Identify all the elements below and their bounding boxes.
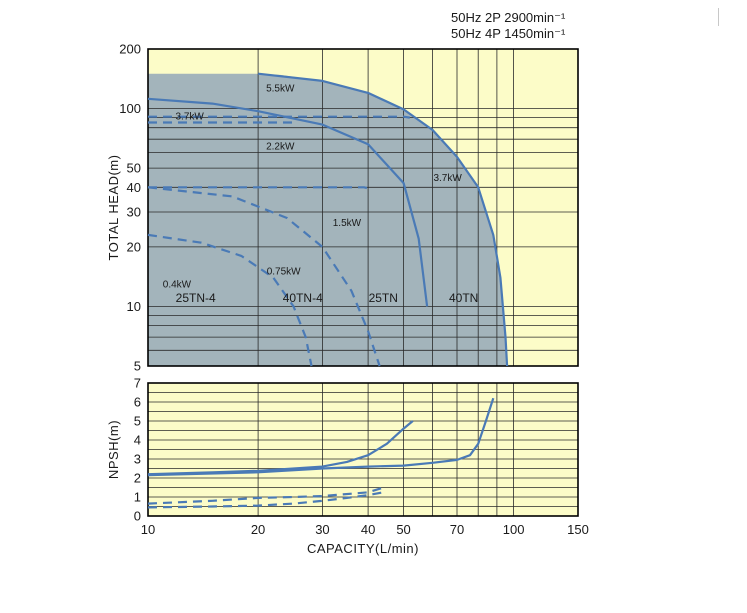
xtick-50: 50 [396, 522, 410, 537]
npsh-ylabel: NPSH(m) [106, 420, 121, 479]
rated-speed-header-1: 50Hz 2P 2900min⁻¹ [451, 10, 566, 25]
head-annotation-10: 25TN [369, 291, 398, 305]
npsh-ytick-3: 3 [134, 452, 141, 467]
head-curve-6-dashed [147, 186, 381, 367]
head-operating-envelope [148, 73, 508, 366]
xtick-30: 30 [315, 522, 329, 537]
head-ytick-20: 20 [127, 239, 141, 254]
xtick-150: 150 [567, 522, 589, 537]
npsh-curve-3-dashed [147, 485, 388, 505]
xtick-20: 20 [251, 522, 265, 537]
head-annotation-8: 25TN-4 [176, 291, 216, 305]
npsh-ytick-1: 1 [134, 490, 141, 505]
head-ylabel: TOTAL HEAD(m) [106, 155, 121, 261]
head-annotation-3: 2.2kW [266, 142, 295, 153]
npsh-ytick-7: 7 [134, 376, 141, 391]
head-annotation-7: 0.4kW [163, 279, 192, 290]
xtick-40: 40 [361, 522, 375, 537]
window-edge-line [718, 8, 719, 26]
head-ytick-100: 100 [119, 101, 141, 116]
head-annotation-6: 0.75kW [267, 267, 301, 278]
npsh-curve-4-dashed [147, 491, 384, 509]
npsh-ytick-6: 6 [134, 395, 141, 410]
head-ytick-50: 50 [127, 161, 141, 176]
head-annotation-11: 40TN [449, 291, 478, 305]
xtick-10: 10 [141, 522, 155, 537]
head-annotation-5: 1.5kW [333, 218, 362, 229]
head-annotation-1: 5.5kW [266, 83, 295, 94]
npsh-ytick-0: 0 [134, 509, 141, 524]
head-ytick-10: 10 [127, 299, 141, 314]
head-annotation-4: 3.7kW [433, 173, 462, 184]
head-curve-40tn-4-dashed [148, 115, 410, 119]
head-annotation-9: 40TN-4 [283, 291, 323, 305]
npsh-curve-1-solid [147, 420, 414, 476]
xlabel: CAPACITY(L/min) [307, 541, 419, 556]
head-frame [147, 48, 579, 367]
head-curve-40tn-solid [257, 72, 509, 367]
npsh-frame [147, 382, 579, 517]
head-ytick-30: 30 [127, 205, 141, 220]
npsh-curve-2-solid [147, 397, 495, 477]
npsh-ytick-2: 2 [134, 471, 141, 486]
head-ytick-5: 5 [134, 359, 141, 374]
npsh-ytick-4: 4 [134, 433, 141, 448]
head-ytick-200: 200 [119, 42, 141, 57]
head-curve-7-dashed [147, 233, 313, 367]
head-ytick-40: 40 [127, 180, 141, 195]
npsh-ytick-5: 5 [134, 414, 141, 429]
rated-speed-header-2: 50Hz 4P 1450min⁻¹ [451, 26, 566, 41]
head-curve-5-dashed [148, 186, 373, 191]
head-curve-25tn-solid [147, 97, 429, 307]
head-annotation-2: 3.7kW [175, 112, 204, 123]
xtick-100: 100 [503, 522, 525, 537]
xtick-70: 70 [450, 522, 464, 537]
